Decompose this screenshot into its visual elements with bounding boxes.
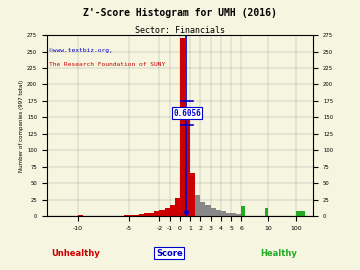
Bar	[175, 198, 180, 216]
Bar	[216, 210, 221, 216]
Bar	[231, 213, 236, 216]
Bar	[180, 38, 185, 216]
Bar	[77, 215, 83, 216]
Bar	[149, 213, 154, 216]
Bar	[134, 215, 139, 216]
Bar	[159, 210, 165, 216]
Bar	[296, 211, 305, 216]
Bar	[200, 201, 206, 216]
Text: 0.6056: 0.6056	[173, 109, 201, 117]
Bar	[190, 173, 195, 216]
Text: Score: Score	[156, 249, 183, 258]
Bar	[144, 213, 149, 216]
Bar	[129, 215, 134, 216]
Bar	[165, 208, 170, 216]
Bar	[170, 205, 175, 216]
Text: Z'-Score Histogram for UMH (2016): Z'-Score Histogram for UMH (2016)	[83, 8, 277, 18]
Bar	[211, 208, 216, 216]
Text: Unhealthy: Unhealthy	[52, 249, 100, 258]
Bar	[206, 205, 211, 216]
Bar	[139, 214, 144, 216]
Bar	[154, 211, 159, 216]
Bar	[241, 206, 244, 216]
Bar	[195, 195, 200, 216]
Bar	[185, 114, 190, 216]
Bar	[226, 213, 231, 216]
Bar	[123, 215, 129, 216]
Bar	[221, 211, 226, 216]
Text: Sector: Financials: Sector: Financials	[135, 26, 225, 35]
Text: Healthy: Healthy	[260, 249, 297, 258]
Text: The Research Foundation of SUNY: The Research Foundation of SUNY	[49, 62, 166, 67]
Y-axis label: Number of companies (997 total): Number of companies (997 total)	[19, 79, 24, 172]
Bar	[265, 208, 268, 216]
Bar	[236, 214, 241, 216]
Text: ©www.textbiz.org,: ©www.textbiz.org,	[49, 48, 113, 53]
